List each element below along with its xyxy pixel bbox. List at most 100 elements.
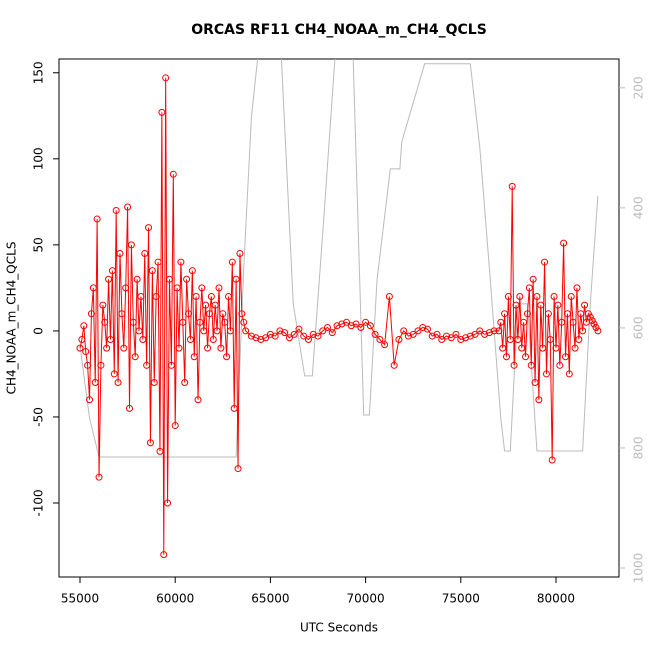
data-point	[537, 301, 545, 309]
data-point	[118, 310, 126, 318]
data-point	[560, 239, 568, 247]
data-point	[202, 301, 210, 309]
data-point	[409, 330, 417, 338]
data-point	[169, 170, 177, 178]
data-point	[179, 318, 187, 326]
data-point	[181, 379, 189, 387]
data-point	[84, 361, 92, 369]
data-point	[497, 318, 505, 326]
x-tick-label: 65000	[251, 592, 289, 606]
y-tick-label: 50	[32, 237, 46, 252]
data-point	[290, 330, 298, 338]
data-point	[116, 249, 124, 257]
data-point	[333, 322, 341, 330]
data-point	[562, 353, 570, 361]
x-tick-label: 80000	[537, 592, 575, 606]
data-point	[581, 301, 589, 309]
data-point	[93, 215, 101, 223]
data-point	[527, 361, 535, 369]
data-point	[133, 275, 141, 283]
data-point	[343, 318, 351, 326]
chart-title: ORCAS RF11 CH4_NOAA_m_CH4_QCLS	[191, 22, 487, 38]
data-point	[252, 334, 260, 342]
data-point	[105, 275, 113, 283]
data-point	[271, 332, 279, 340]
data-point	[518, 344, 526, 352]
data-point	[485, 329, 493, 337]
data-point	[215, 284, 223, 292]
y2-tick-label: 200	[632, 76, 646, 99]
data-point	[108, 267, 116, 275]
data-point	[103, 344, 111, 352]
data-point	[594, 327, 602, 335]
data-point	[556, 361, 564, 369]
y2-tick-label: 600	[632, 316, 646, 339]
data-point	[300, 332, 308, 340]
data-point	[390, 361, 398, 369]
data-point	[207, 292, 215, 300]
data-point	[352, 320, 360, 328]
data-point	[495, 327, 503, 335]
x-axis-label: UTC Seconds	[300, 621, 378, 635]
data-point	[281, 329, 289, 337]
data-point	[219, 310, 227, 318]
data-point	[324, 323, 332, 331]
data-point	[257, 336, 265, 344]
data-point	[194, 396, 202, 404]
data-point	[584, 310, 592, 318]
data-point	[148, 267, 156, 275]
data-point	[106, 336, 114, 344]
data-point	[385, 292, 393, 300]
data-point	[262, 334, 270, 342]
data-point	[554, 301, 562, 309]
data-point	[438, 336, 446, 344]
data-point	[404, 332, 412, 340]
data-point	[504, 292, 512, 300]
y2-tick-label: 1000	[632, 553, 646, 584]
data-point	[471, 330, 479, 338]
data-point	[87, 310, 95, 318]
data-point	[167, 361, 175, 369]
data-point	[89, 284, 97, 292]
data-point	[232, 275, 240, 283]
data-point	[314, 332, 322, 340]
data-point	[295, 325, 303, 333]
data-point	[304, 336, 312, 344]
data-point	[525, 284, 533, 292]
data-point	[158, 108, 166, 116]
y-tick-label: 0	[32, 327, 46, 335]
data-point	[164, 499, 172, 507]
data-point	[395, 336, 403, 344]
data-point	[114, 379, 122, 387]
data-point	[381, 341, 389, 349]
data-point	[362, 318, 370, 326]
data-point	[523, 310, 531, 318]
data-point	[266, 330, 274, 338]
data-point	[520, 318, 528, 326]
data-point	[139, 336, 147, 344]
data-point	[192, 292, 200, 300]
x-tick-label: 70000	[347, 592, 385, 606]
data-point	[571, 344, 579, 352]
data-point	[516, 292, 524, 300]
data-point	[579, 327, 587, 335]
data-point	[146, 439, 154, 447]
data-point	[309, 330, 317, 338]
data-point	[276, 327, 284, 335]
data-point	[225, 292, 233, 300]
plot-area	[76, 59, 602, 559]
y2-tick-label: 800	[632, 436, 646, 459]
data-point	[575, 336, 583, 344]
data-point	[457, 336, 465, 344]
data-point	[97, 361, 105, 369]
data-point	[548, 456, 556, 464]
data-point	[240, 318, 248, 326]
data-point	[238, 310, 246, 318]
data-line	[79, 77, 599, 555]
data-point	[542, 370, 550, 378]
data-point	[156, 447, 164, 455]
data-point	[177, 258, 185, 266]
data-point	[573, 284, 581, 292]
data-point	[550, 292, 558, 300]
